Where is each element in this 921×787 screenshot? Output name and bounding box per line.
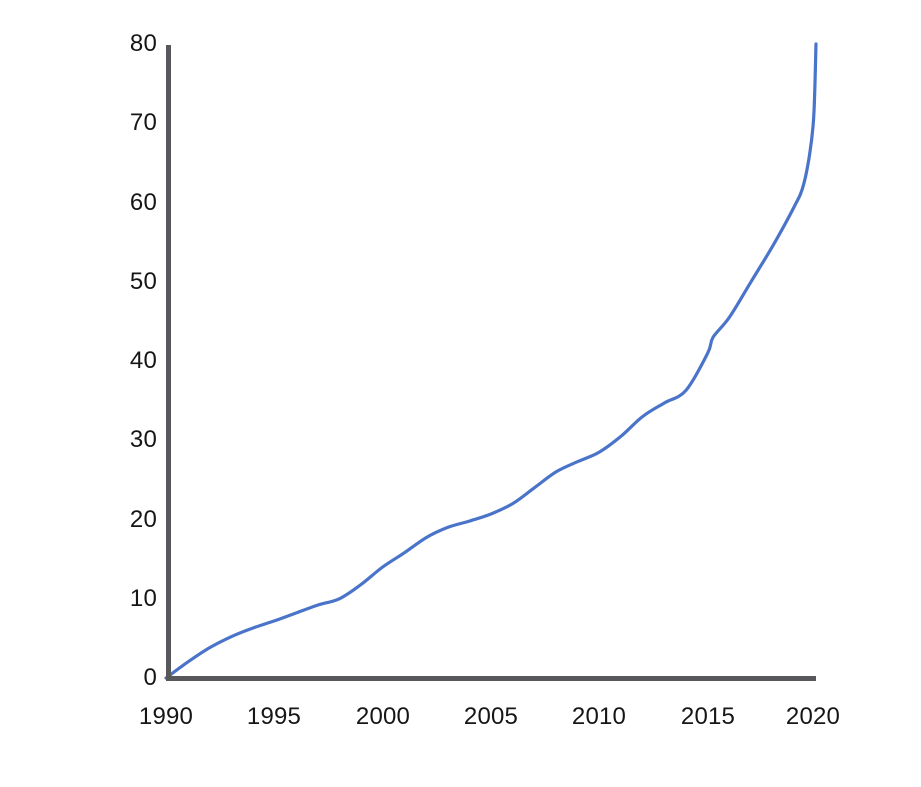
y-axis <box>166 45 171 681</box>
y-tick-label: 30 <box>129 426 157 453</box>
y-tick-label: 20 <box>129 506 157 533</box>
y-tick-label: 70 <box>129 109 157 136</box>
x-tick-label: 2020 <box>785 703 841 730</box>
x-axis <box>166 676 816 681</box>
y-tick-label: 50 <box>129 268 157 295</box>
x-tick-label: 2005 <box>463 703 519 730</box>
y-tick-label: 0 <box>143 664 157 691</box>
x-tick-label: 1990 <box>138 703 194 730</box>
y-tick-label: 60 <box>129 189 157 216</box>
y-tick-label: 10 <box>129 585 157 612</box>
x-tick-label: 2010 <box>571 703 627 730</box>
x-tick-label: 1995 <box>246 703 302 730</box>
x-tick-label: 2000 <box>355 703 411 730</box>
x-tick-label: 2015 <box>680 703 736 730</box>
data-line <box>164 42 818 680</box>
y-tick-label: 80 <box>129 30 157 57</box>
y-tick-label: 40 <box>129 347 157 374</box>
